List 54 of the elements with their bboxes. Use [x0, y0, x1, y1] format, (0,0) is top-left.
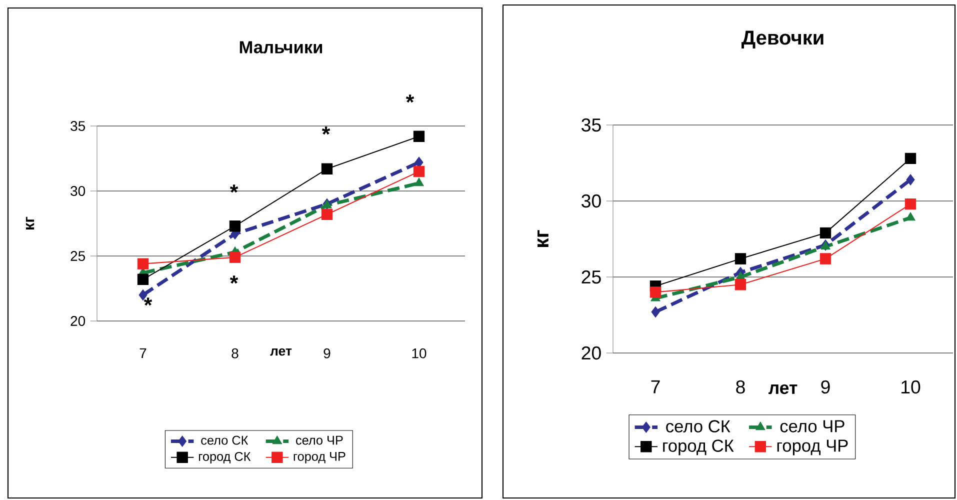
y-axis-title: кг — [538, 230, 548, 247]
y-tick-label: 20 — [70, 316, 86, 326]
point — [413, 130, 425, 142]
x-tick-label: 8 — [232, 348, 238, 358]
point — [137, 258, 149, 270]
x-tick-label: 9 — [821, 380, 830, 394]
x-tick-label: 9 — [324, 348, 330, 358]
y-axis-title: кг — [26, 216, 34, 230]
x-axis-title: лет — [768, 384, 798, 394]
x-tick-label: 7 — [140, 348, 146, 358]
legend-label: город СК — [663, 440, 734, 456]
annotation: * — [322, 126, 330, 135]
y-tick-label: 30 — [70, 186, 86, 196]
y-tick-label: 25 — [582, 270, 601, 284]
point — [820, 253, 832, 264]
y-tick-label: 35 — [70, 121, 86, 131]
y-tick-label: 25 — [70, 251, 86, 261]
point — [321, 208, 333, 220]
point — [321, 163, 333, 175]
point — [820, 227, 832, 239]
legend-label: село ЧР — [296, 436, 343, 445]
x-tick-label: 10 — [902, 380, 920, 394]
legend-label: село СК — [666, 420, 730, 432]
legend-label: село ЧР — [780, 420, 844, 432]
annotation: * — [230, 276, 238, 284]
legend-label: город ЧР — [294, 452, 346, 464]
point — [904, 152, 916, 164]
x-axis-title: лет — [270, 348, 292, 356]
point — [906, 174, 915, 186]
point — [650, 286, 662, 298]
text: * — [406, 94, 414, 103]
point — [414, 178, 424, 186]
annotation: * — [230, 184, 238, 193]
point — [734, 278, 746, 290]
legend-label: город ЧР — [777, 440, 848, 456]
legend-label: город СК — [198, 452, 251, 464]
point — [906, 212, 916, 221]
point — [229, 252, 241, 263]
y-tick-label: 30 — [582, 194, 601, 208]
point — [137, 274, 149, 286]
point — [734, 253, 746, 264]
chart-title: Девочки — [742, 30, 824, 49]
x-tick-label: 10 — [412, 348, 426, 358]
x-tick-label: 7 — [651, 380, 660, 394]
y-tick-label: 20 — [582, 346, 601, 360]
x-tick-label: 8 — [736, 380, 745, 394]
point — [229, 220, 241, 232]
point — [413, 166, 425, 178]
point — [904, 198, 916, 210]
legend-label: село СК — [201, 436, 248, 445]
annotation: * — [144, 298, 152, 306]
point — [651, 306, 660, 318]
y-tick-label: 35 — [582, 118, 601, 132]
chart-title: Мальчики — [240, 41, 322, 54]
